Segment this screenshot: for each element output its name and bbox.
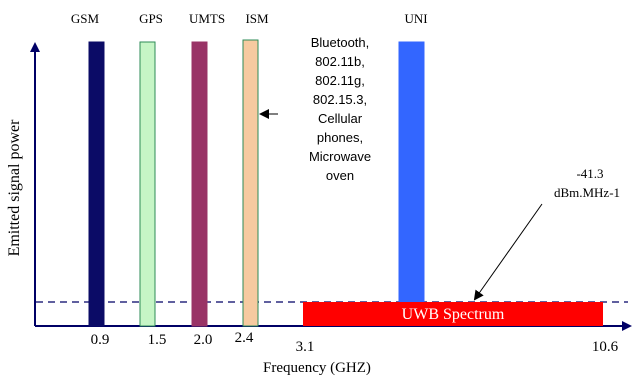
uwb-spectrum-label: UWB Spectrum bbox=[402, 306, 505, 323]
power-limit-value: -41.3 bbox=[576, 166, 603, 181]
gsm-band bbox=[88, 41, 105, 327]
power-limit-unit: dBm.MHz-1 bbox=[554, 185, 620, 200]
umts-band bbox=[191, 41, 208, 327]
ism-band bbox=[242, 39, 259, 327]
tick-label: 2.0 bbox=[194, 332, 213, 348]
ism-note-line: oven bbox=[326, 168, 354, 183]
ism-note-line: 802.11b, bbox=[315, 54, 365, 69]
ism-note-line: phones, bbox=[317, 130, 363, 145]
tick-label: 3.1 bbox=[296, 339, 315, 355]
ism-note-line: Bluetooth, bbox=[311, 35, 370, 50]
ism-note-line: Microwave bbox=[309, 149, 371, 164]
tick-labels: 0.9 1.5 2.0 2.4 3.1 10.6 bbox=[91, 330, 619, 355]
tick-label: 2.4 bbox=[235, 330, 254, 346]
y-axis-title: Emitted signal power bbox=[6, 119, 23, 257]
ism-note-line: 802.11g, bbox=[315, 73, 365, 88]
gsm-label: GSM bbox=[71, 11, 100, 26]
umts-label: UMTS bbox=[189, 11, 225, 26]
uwb-spectrum-block bbox=[303, 302, 603, 326]
ism-note-line: 802.15.3, bbox=[313, 92, 367, 107]
ism-note-line: Cellular bbox=[318, 111, 363, 126]
x-axis-title: Frequency (GHZ) bbox=[263, 360, 371, 376]
ism-label: ISM bbox=[245, 11, 269, 26]
uni-label: UNI bbox=[404, 11, 427, 26]
power-limit-arrow bbox=[473, 203, 543, 301]
tick-label: 0.9 bbox=[91, 332, 110, 348]
gps-label: GPS bbox=[139, 11, 163, 26]
ism-note: Bluetooth, 802.11b, 802.11g, 802.15.3, C… bbox=[309, 35, 371, 183]
gps-band bbox=[139, 41, 156, 327]
tick-label: 1.5 bbox=[148, 332, 167, 348]
tick-label: 10.6 bbox=[592, 339, 619, 355]
uni-band bbox=[398, 41, 425, 303]
